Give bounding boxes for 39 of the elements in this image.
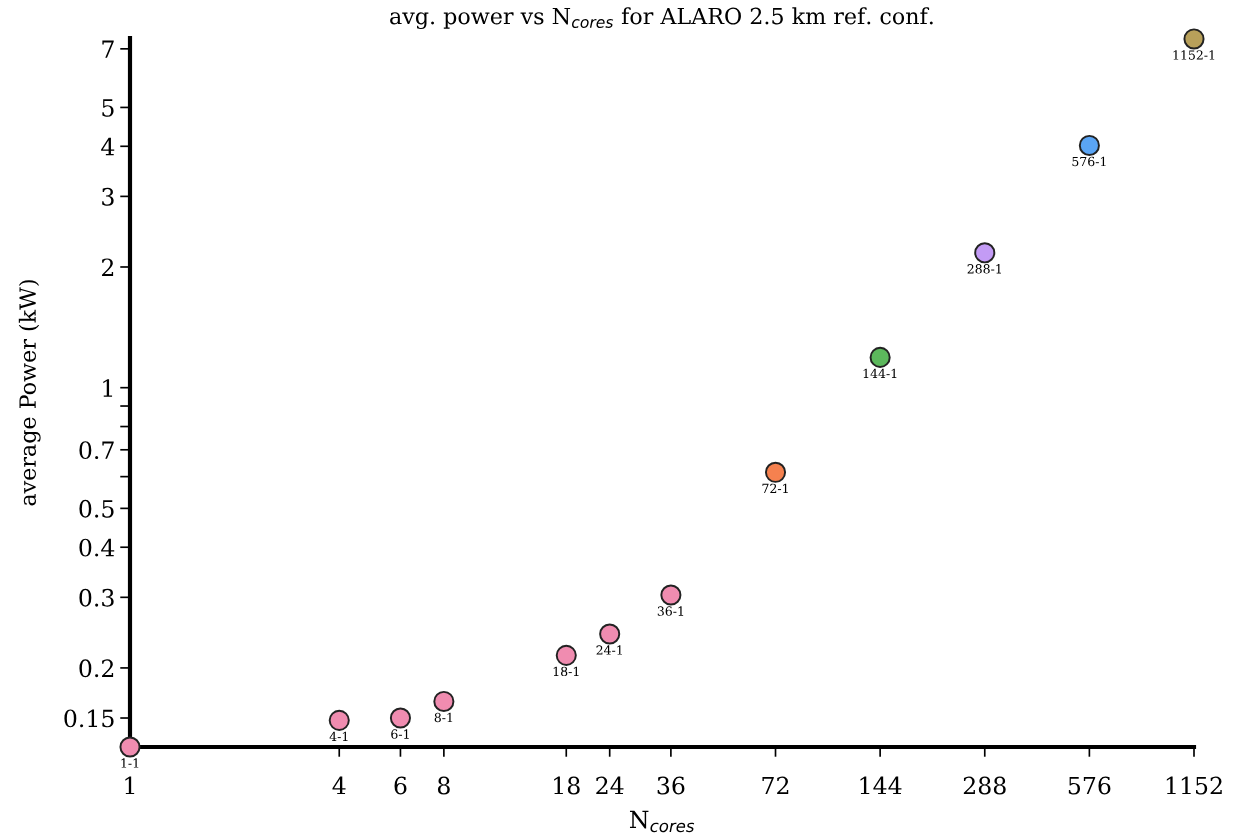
x-tick-label: 8 [437,776,450,795]
annotation: 36-1 [657,606,684,616]
x-tick-label: 36 [657,776,685,795]
y-tick-label: 0.5 [79,499,114,518]
chart-title: avg. power vs N$_{cores}$ for ALARO 2.5 km ref. conf. [390,7,933,30]
x-tick-label: 24 [596,776,624,795]
x-tick-label: 576 [1068,776,1111,795]
x-tick-label: 4 [332,776,346,795]
y-tick-label: 0.2 [79,659,114,678]
y-axis-title: average Power (kW) [18,280,41,506]
annotation: 1-1 [121,758,139,768]
y-tick-label: 0.15 [64,709,114,728]
y-tick-label: 2 [102,258,114,276]
y-tick-label: 4 [101,137,115,156]
annotation: 1152-1 [1173,50,1215,60]
x-tick-label: 18 [554,776,580,795]
annotation: 4-1 [329,731,348,741]
annotation: 72-1 [762,483,788,493]
annotation: 576-1 [1072,156,1106,167]
x-tick-label: 1 [125,776,135,795]
x-tick-label: 288 [963,776,1006,795]
x-tick-label: 72 [762,776,789,795]
annotation: 24-1 [596,645,622,655]
annotation: 8-1 [434,712,453,723]
annotation: 6-1 [391,729,409,739]
y-tick-label: 0.3 [79,588,114,607]
x-tick-label: 6 [394,776,407,795]
y-tick-label: 0.7 [79,441,114,460]
annotation: 18-1 [553,666,579,677]
annotation: 144-1 [863,368,897,378]
y-tick-label: 3 [102,187,114,206]
y-tick-label: 5 [102,99,114,117]
x-tick-label: 144 [860,776,902,795]
x-axis-title: N$_{cores}$ [629,810,695,833]
annotation: 288-1 [967,264,1001,274]
x-tick-label: 1152 [1166,776,1222,795]
y-tick-label: 7 [102,40,114,58]
y-tick-label: 1 [103,379,113,397]
y-tick-label: 0.4 [79,538,115,557]
